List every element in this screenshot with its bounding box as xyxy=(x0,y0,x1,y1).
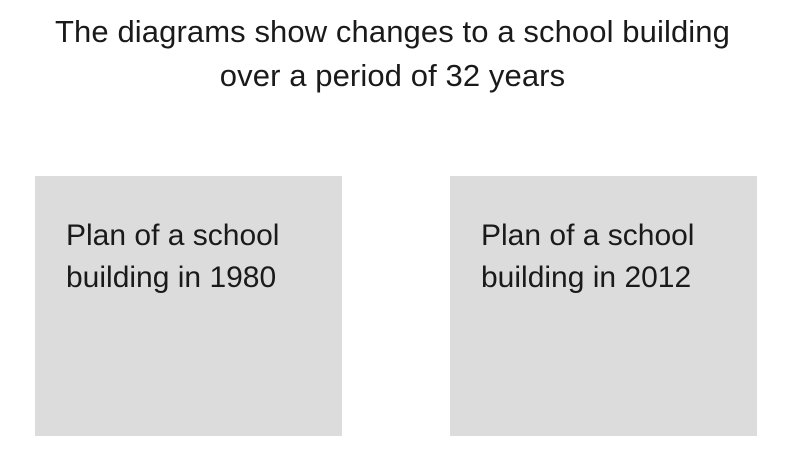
plan-1980-panel: Plan of a school building in 1980 xyxy=(35,176,342,436)
plan-2012-label: Plan of a school building in 2012 xyxy=(481,215,694,299)
page-title-line-1: The diagrams show changes to a school bu… xyxy=(55,14,730,49)
page-title-line-2: over a period of 32 years xyxy=(219,58,566,93)
page-title: The diagrams show changes to a school bu… xyxy=(0,10,785,98)
plan-2012-label-line-2: building in 2012 xyxy=(481,261,692,294)
plan-1980-label-line-2: building in 1980 xyxy=(66,261,277,294)
plan-2012-label-line-1: Plan of a school xyxy=(481,219,695,252)
plan-1980-label-line-1: Plan of a school xyxy=(66,219,280,252)
plan-2012-panel: Plan of a school building in 2012 xyxy=(450,176,757,436)
plan-1980-label: Plan of a school building in 1980 xyxy=(66,215,279,299)
